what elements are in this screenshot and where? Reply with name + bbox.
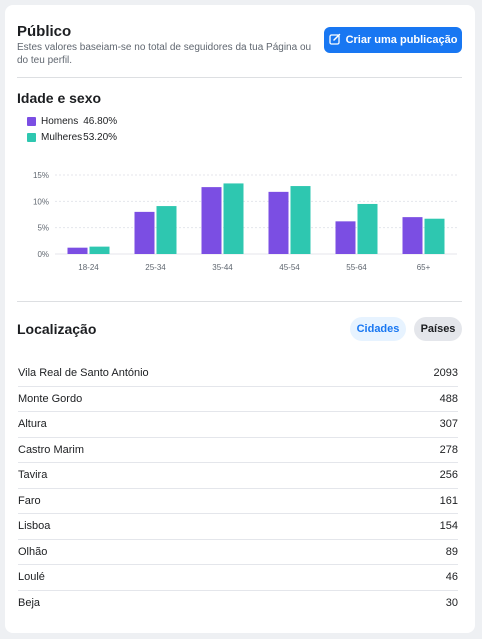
- list-item: Vila Real de Santo António 2093: [18, 361, 458, 387]
- location-name: Lisboa: [18, 520, 51, 533]
- x-tick-label: 25-34: [145, 263, 166, 272]
- x-tick-label: 45-54: [279, 263, 300, 272]
- bar-men: [67, 247, 88, 254]
- location-count: 278: [439, 443, 458, 456]
- location-name: Monte Gordo: [18, 392, 83, 405]
- list-item: Lisboa 154: [18, 514, 458, 540]
- y-tick-label: 5%: [37, 224, 49, 233]
- y-tick-label: 10%: [33, 197, 49, 206]
- bar-men: [402, 217, 423, 254]
- x-tick-label: 18-24: [78, 263, 99, 272]
- list-item: Castro Marim 278: [18, 438, 458, 463]
- create-post-button[interactable]: Criar uma publicação: [324, 27, 462, 53]
- bar-men: [268, 191, 289, 254]
- list-item: Faro 161: [18, 489, 458, 514]
- list-item: Tavira 256: [18, 463, 458, 489]
- location-count: 154: [439, 520, 458, 533]
- edit-icon: [328, 33, 341, 48]
- location-name: Tavira: [18, 469, 48, 482]
- list-item: Beja 30: [18, 591, 458, 617]
- location-count: 307: [439, 418, 458, 431]
- list-item: Altura 307: [18, 412, 458, 438]
- tab-cities[interactable]: Cidades: [350, 317, 406, 341]
- location-count: 488: [439, 392, 458, 405]
- x-tick-label: 65+: [417, 263, 431, 272]
- location-count: 89: [445, 545, 458, 558]
- legend-women-pct: 53.20%: [83, 132, 118, 143]
- bar-women: [424, 218, 445, 254]
- location-name: Vila Real de Santo António: [18, 367, 149, 380]
- age-gender-bar-chart: 0% 5% 10% 15% 18-24 25-34 35-44 45-54 55-64 65+: [33, 171, 457, 272]
- legend-men: Homens 46.80%: [27, 116, 117, 127]
- bar-women: [156, 206, 177, 254]
- divider: [17, 77, 462, 78]
- audience-card: Público Estes valores baseiam-se no tota…: [5, 5, 475, 633]
- location-title: Localização: [17, 321, 97, 337]
- location-name: Faro: [18, 494, 41, 507]
- location-name: Olhão: [18, 545, 48, 558]
- bar-men: [134, 211, 155, 254]
- age-gender-title: Idade e sexo: [17, 90, 102, 106]
- list-item: Loulé 46: [18, 565, 458, 591]
- tab-countries[interactable]: Países: [414, 317, 462, 341]
- legend-women-swatch: [27, 133, 36, 142]
- bar-men: [335, 221, 356, 254]
- legend-men-pct: 46.80%: [83, 116, 118, 127]
- y-tick-label: 15%: [33, 171, 49, 180]
- location-count: 2093: [433, 367, 458, 380]
- create-post-label: Criar uma publicação: [345, 34, 458, 46]
- legend-women-label: Mulheres: [41, 132, 83, 143]
- location-name: Beja: [18, 597, 41, 610]
- bar-men: [201, 187, 222, 254]
- x-tick-label: 35-44: [212, 263, 233, 272]
- location-name: Loulé: [18, 571, 45, 584]
- bar-women: [357, 203, 378, 254]
- legend-men-swatch: [27, 117, 36, 126]
- list-item: Monte Gordo 488: [18, 387, 458, 412]
- audience-subtitle: Estes valores baseiam-se no total de seg…: [17, 42, 312, 66]
- legend-men-label: Homens: [41, 116, 79, 127]
- location-count: 161: [439, 494, 458, 507]
- legend-women: Mulheres 53.20%: [27, 132, 117, 143]
- location-count: 256: [439, 469, 458, 482]
- bar-women: [223, 183, 244, 254]
- location-count: 46: [445, 571, 458, 584]
- location-name: Altura: [18, 418, 47, 431]
- audience-title: Público: [17, 23, 72, 40]
- bar-women: [290, 186, 311, 254]
- location-name: Castro Marim: [18, 443, 85, 456]
- location-list: Vila Real de Santo António 2093 Monte Gor…: [18, 361, 458, 616]
- list-item: Olhão 89: [18, 540, 458, 565]
- location-count: 30: [445, 597, 458, 610]
- divider: [17, 301, 462, 302]
- x-tick-label: 55-64: [346, 263, 367, 272]
- y-tick-label: 0%: [37, 250, 49, 259]
- bar-women: [89, 246, 110, 254]
